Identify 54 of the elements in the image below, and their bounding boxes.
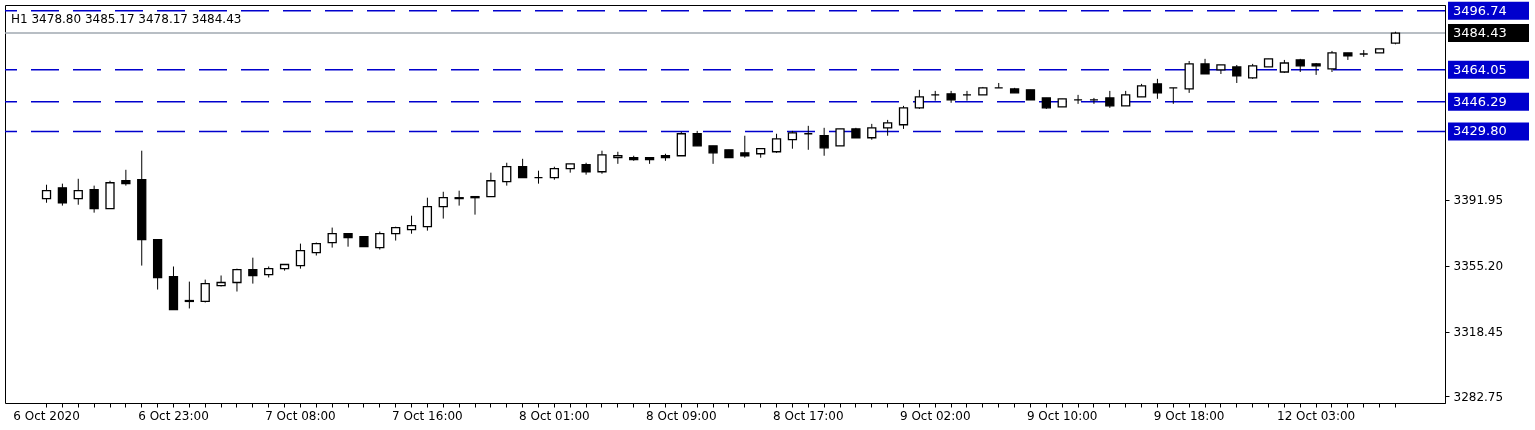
candlestick — [327, 227, 337, 249]
x-tick-label: 9 Oct 02:00 — [899, 408, 971, 423]
candlestick — [438, 191, 448, 220]
candlestick — [200, 279, 210, 304]
candlestick — [1311, 62, 1321, 76]
candlestick — [502, 162, 512, 187]
candlestick — [406, 215, 417, 235]
y-tick-label: 3282.75 — [1453, 389, 1504, 404]
candlestick — [184, 281, 194, 309]
candlestick — [1152, 78, 1163, 100]
candlestick — [422, 197, 433, 232]
x-tick-label: 9 Oct 10:00 — [1026, 408, 1098, 423]
candlestick — [343, 233, 353, 248]
candlestick — [708, 145, 718, 165]
candlestick — [1232, 64, 1242, 84]
x-tick-label: 9 Oct 18:00 — [1153, 408, 1225, 423]
x-tick-label: 6 Oct 23:00 — [138, 408, 209, 423]
candlestick — [57, 183, 68, 207]
candlestick — [676, 131, 686, 157]
candlestick — [73, 178, 83, 206]
candlestick — [517, 158, 528, 179]
x-tick-label: 6 Oct 2020 — [13, 408, 80, 423]
candlestick — [1327, 50, 1337, 73]
y-tick-label: 3391.95 — [1453, 193, 1504, 208]
candlestick — [819, 127, 829, 157]
candlestick — [597, 150, 607, 175]
ref-line-label: 3429.80 — [1453, 123, 1507, 139]
ref-line-label: 3484.43 — [1453, 25, 1507, 41]
text: H1 3478.80 3485.17 3478.17 3484.43 — [11, 12, 242, 26]
y-tick-label: 3355.20 — [1453, 259, 1504, 274]
x-tick-label: 8 Oct 09:00 — [646, 408, 717, 423]
candlestick — [89, 185, 99, 214]
candlestick — [248, 257, 258, 285]
ref-line-label: 3496.74 — [1453, 2, 1507, 18]
candlestick — [295, 243, 306, 270]
x-tick-label: 8 Oct 17:00 — [772, 408, 844, 423]
candlestick — [898, 105, 909, 130]
ref-line-label: 3464.05 — [1453, 61, 1507, 77]
candlestick — [486, 172, 496, 198]
x-tick-label: 12 Oct 03:00 — [1277, 408, 1356, 423]
candlestick — [454, 190, 464, 207]
candlestick — [375, 231, 385, 251]
y-tick-label: 3318.45 — [1453, 325, 1504, 340]
candlestick — [914, 89, 925, 110]
x-tick-label: 7 Oct 08:00 — [265, 408, 336, 423]
x-tick-label: 7 Oct 16:00 — [392, 408, 463, 423]
ref-line-label: 3446.29 — [1453, 93, 1507, 109]
candlestick — [41, 184, 52, 204]
candlestick — [121, 169, 131, 187]
x-tick-label: 8 Oct 01:00 — [519, 408, 590, 423]
candlestick — [470, 195, 480, 216]
candlestick — [216, 275, 226, 287]
candlestick — [740, 135, 750, 159]
candlestick — [771, 133, 782, 154]
